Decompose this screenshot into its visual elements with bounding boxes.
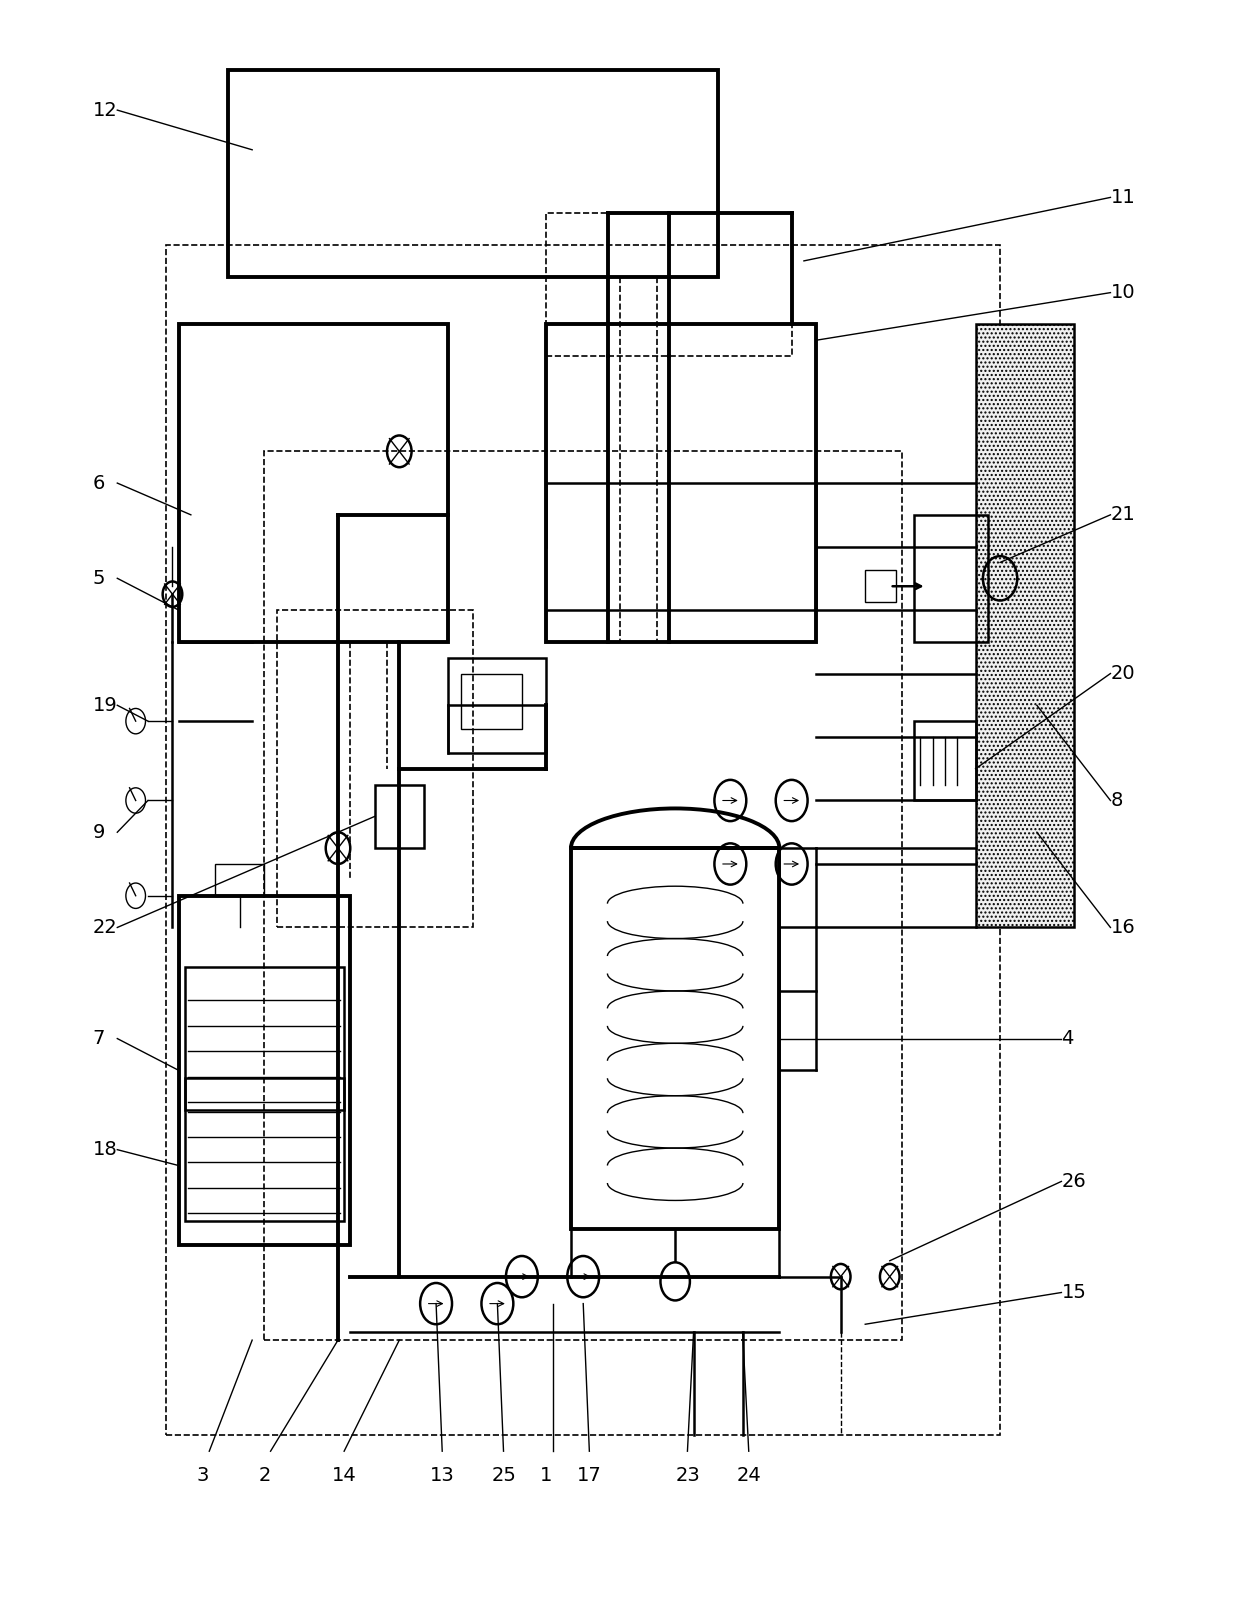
Bar: [570, 849, 780, 1230]
Bar: [264, 451, 901, 1340]
Bar: [460, 674, 522, 728]
Text: 12: 12: [93, 101, 118, 120]
Text: 3: 3: [197, 1465, 210, 1484]
Text: 4: 4: [1061, 1029, 1074, 1049]
Text: 17: 17: [577, 1465, 601, 1484]
Bar: [976, 325, 1074, 927]
Bar: [914, 720, 976, 800]
Bar: [228, 70, 718, 277]
Bar: [216, 865, 264, 895]
Text: 14: 14: [332, 1465, 357, 1484]
Text: 23: 23: [675, 1465, 699, 1484]
Bar: [179, 895, 350, 1246]
Bar: [374, 784, 424, 849]
Text: 25: 25: [491, 1465, 516, 1484]
Text: 15: 15: [1061, 1282, 1086, 1302]
Bar: [449, 658, 547, 752]
Text: 9: 9: [93, 823, 105, 842]
Text: 10: 10: [1111, 283, 1135, 303]
Text: 7: 7: [93, 1029, 105, 1049]
Text: 8: 8: [1111, 791, 1122, 810]
Text: 13: 13: [430, 1465, 455, 1484]
Text: 20: 20: [1111, 664, 1135, 684]
Bar: [547, 213, 791, 355]
Text: 6: 6: [93, 474, 105, 493]
Bar: [277, 610, 472, 927]
Text: 1: 1: [541, 1465, 553, 1484]
Bar: [866, 570, 895, 602]
Text: 21: 21: [1111, 506, 1135, 524]
Text: 16: 16: [1111, 917, 1135, 937]
Text: 18: 18: [93, 1140, 118, 1159]
Bar: [185, 967, 345, 1109]
Text: 19: 19: [93, 696, 118, 714]
Bar: [166, 245, 1001, 1436]
Text: 24: 24: [737, 1465, 761, 1484]
Bar: [179, 325, 449, 642]
Text: 5: 5: [93, 568, 105, 588]
Text: 22: 22: [93, 917, 118, 937]
Bar: [547, 325, 816, 642]
Text: 11: 11: [1111, 187, 1135, 207]
Text: 2: 2: [258, 1465, 270, 1484]
Bar: [914, 516, 988, 642]
Bar: [185, 1077, 345, 1222]
Text: 26: 26: [1061, 1172, 1086, 1191]
